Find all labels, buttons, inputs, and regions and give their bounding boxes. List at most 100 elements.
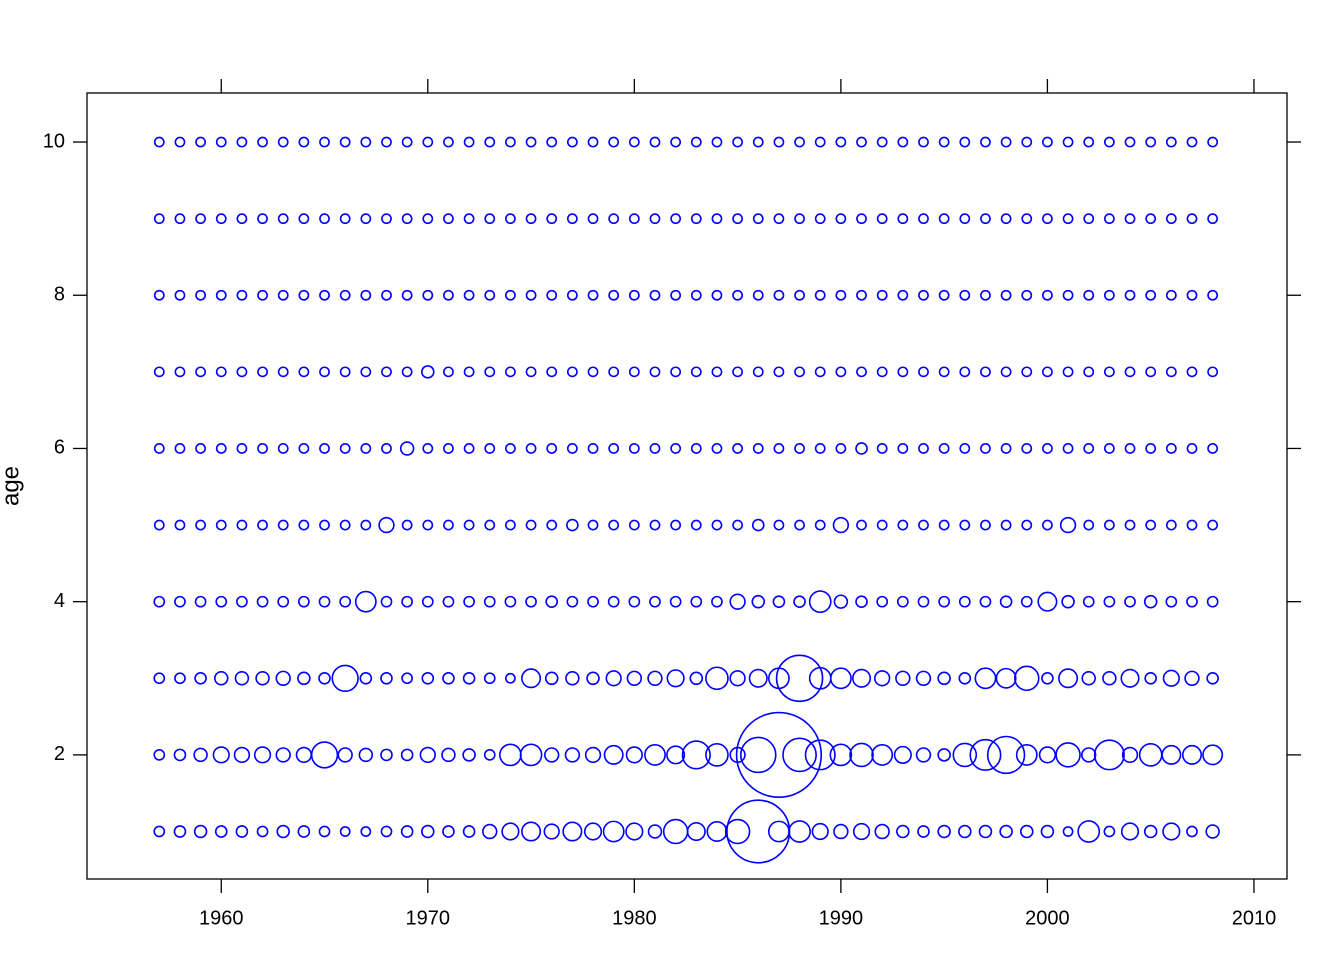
bubble xyxy=(564,747,581,763)
y-tick-label: 8 xyxy=(54,284,65,306)
bubble xyxy=(804,739,836,771)
bubble xyxy=(670,443,682,454)
bubble xyxy=(214,671,229,686)
bubble xyxy=(895,670,911,686)
bubble xyxy=(401,366,413,378)
bubble xyxy=(1021,136,1033,148)
bubble xyxy=(814,289,826,301)
bubble xyxy=(1103,136,1115,148)
bubble xyxy=(277,289,289,301)
bubble xyxy=(808,590,832,614)
bubble xyxy=(952,742,978,768)
bubble xyxy=(360,366,372,378)
bubble xyxy=(1186,213,1198,225)
bubble xyxy=(297,825,311,838)
bubble xyxy=(381,443,392,454)
bubble xyxy=(360,443,372,454)
bubble xyxy=(339,519,351,531)
bubble xyxy=(195,519,206,531)
bubble xyxy=(544,671,559,686)
bubble xyxy=(587,289,599,301)
bubble xyxy=(1021,366,1033,378)
bubble xyxy=(422,519,434,531)
bubble xyxy=(974,667,997,690)
bubble xyxy=(647,670,663,686)
bubble xyxy=(1103,519,1115,531)
bubble xyxy=(855,442,868,455)
bubble xyxy=(584,746,602,764)
bubble xyxy=(897,213,909,225)
bubble xyxy=(876,213,888,225)
bubble xyxy=(400,825,414,838)
bubble xyxy=(690,366,702,378)
bubble xyxy=(814,213,826,225)
bubble xyxy=(732,519,744,531)
bubble xyxy=(1145,213,1157,225)
bubble xyxy=(501,822,520,841)
bubble xyxy=(1124,366,1136,378)
bubble xyxy=(980,366,991,378)
bubble xyxy=(441,747,456,763)
bubble xyxy=(767,820,790,843)
bubble xyxy=(608,213,620,225)
bubble xyxy=(607,595,620,608)
bubble xyxy=(360,289,372,301)
bubble xyxy=(918,213,929,225)
bubble xyxy=(1058,668,1079,689)
bubble xyxy=(726,799,791,864)
bubble xyxy=(319,213,330,225)
bubble xyxy=(174,289,186,301)
y-tick-label: 2 xyxy=(54,743,65,765)
bubble xyxy=(194,671,207,685)
bubble xyxy=(525,366,537,378)
bubble xyxy=(257,289,268,301)
bubble xyxy=(1124,595,1136,608)
bubble xyxy=(1000,213,1012,225)
bubble xyxy=(381,136,392,148)
bubble xyxy=(732,213,744,225)
bubble xyxy=(1083,519,1095,531)
bubble xyxy=(938,136,950,148)
bubble xyxy=(544,747,560,763)
bubble xyxy=(876,443,888,454)
bubble xyxy=(442,595,455,608)
bubble xyxy=(257,519,268,531)
bubble xyxy=(215,213,227,225)
x-tick-label: 1990 xyxy=(819,907,864,929)
bubble xyxy=(1186,136,1198,148)
bubble xyxy=(773,289,785,301)
bubble xyxy=(959,366,971,378)
bubble xyxy=(1062,213,1074,225)
bubble xyxy=(628,136,640,148)
bubble xyxy=(690,136,702,148)
bubble xyxy=(628,213,640,225)
bubble xyxy=(1062,826,1074,837)
bubble xyxy=(1207,289,1219,301)
bubble xyxy=(215,366,227,378)
bubble xyxy=(856,519,867,531)
bubble xyxy=(1083,136,1095,148)
bubble xyxy=(608,289,620,301)
bubble xyxy=(153,213,165,225)
bubble xyxy=(256,595,269,608)
bubble xyxy=(829,667,852,690)
bubble xyxy=(1013,665,1040,692)
bubble xyxy=(275,747,291,763)
bubble xyxy=(958,595,971,608)
bubble xyxy=(442,825,455,838)
bubble xyxy=(608,443,620,454)
bubble xyxy=(566,595,579,608)
bubble xyxy=(1042,213,1053,225)
bubble xyxy=(1124,519,1136,531)
bubble xyxy=(1165,213,1177,225)
bubble xyxy=(752,213,764,225)
bubble xyxy=(1124,213,1136,225)
bubble xyxy=(505,366,516,378)
bubble xyxy=(505,136,516,148)
bubble xyxy=(257,443,268,454)
y-tick-label: 4 xyxy=(54,590,65,612)
bubble xyxy=(463,595,475,608)
bubble xyxy=(628,519,640,531)
bubble xyxy=(814,366,826,378)
bubble xyxy=(401,136,413,148)
